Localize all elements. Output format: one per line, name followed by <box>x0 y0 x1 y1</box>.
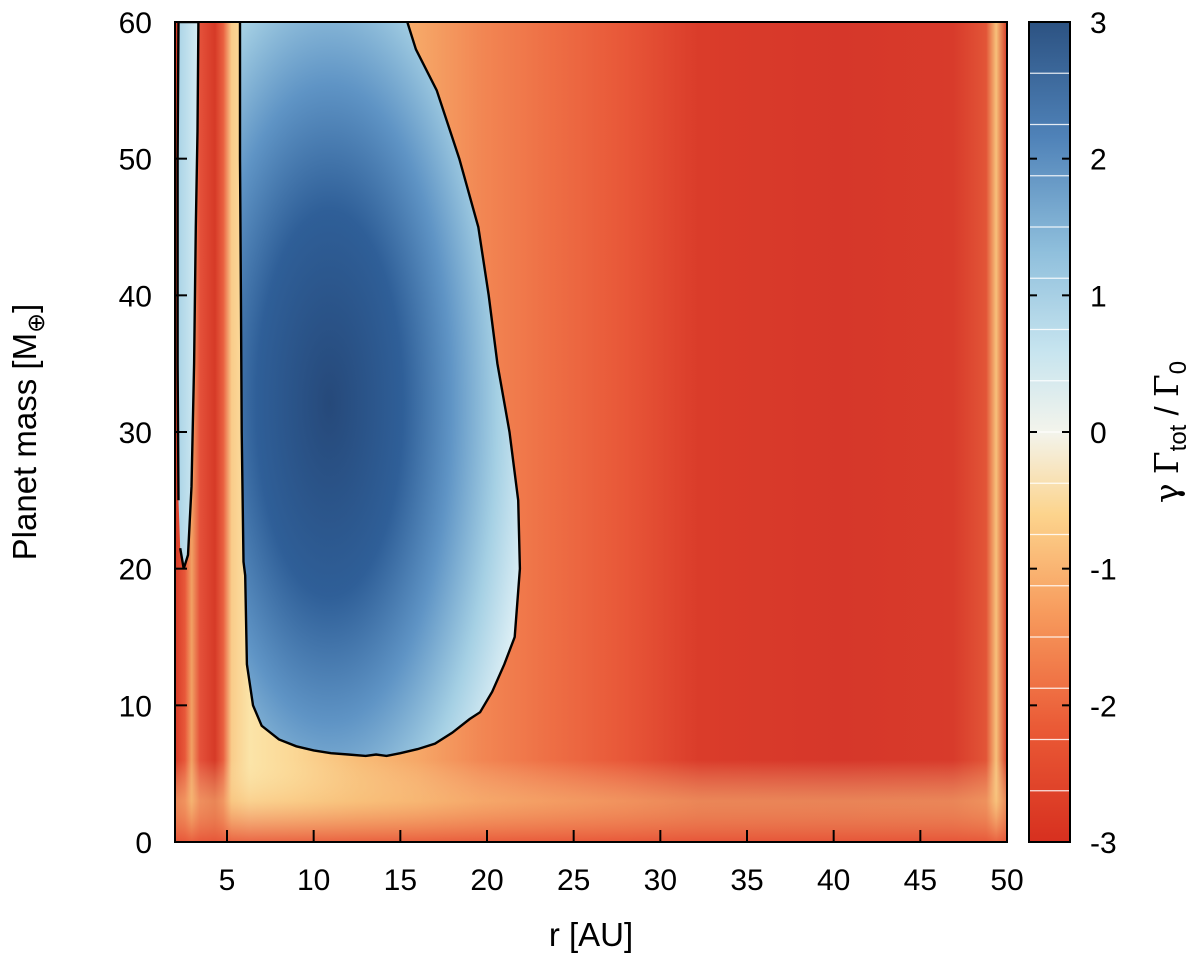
colorbar-tick-label: 3 <box>1090 7 1107 40</box>
colorbar-level-lines <box>1029 72 1070 792</box>
low-mass-band <box>175 760 1007 842</box>
x-tick-label: 5 <box>219 864 236 897</box>
x-tick-label: 15 <box>384 864 417 897</box>
colorbar-tick-label: -3 <box>1090 827 1117 860</box>
colorbar: -3 -2 -1 0 1 2 3 <box>1028 7 1117 860</box>
y-tick-label: 0 <box>135 827 152 860</box>
colorbar-tick-label: 2 <box>1090 144 1107 177</box>
x-tick-label: 40 <box>817 864 850 897</box>
colorbar-ticks: -3 -2 -1 0 1 2 3 <box>1029 7 1117 860</box>
y-axis: 0 10 20 30 40 50 60 <box>119 7 187 860</box>
y-tick-label: 30 <box>119 417 152 450</box>
colorbar-tick-label: 0 <box>1090 417 1107 450</box>
x-tick-label: 20 <box>470 864 503 897</box>
main-zero-torque-contour <box>238 22 522 758</box>
x-tick-label: 45 <box>904 864 937 897</box>
colorbar-tick-label: -2 <box>1090 690 1117 723</box>
colorbar-tick-label: -1 <box>1090 554 1117 587</box>
x-tick-label: 10 <box>297 864 330 897</box>
y-tick-label: 60 <box>119 7 152 40</box>
x-tick-label: 50 <box>990 864 1023 897</box>
colorbar-label: γ Γtot / Γ0 <box>1147 361 1192 503</box>
x-axis: 5 10 15 20 25 30 35 40 45 50 <box>219 830 1024 897</box>
x-tick-label: 35 <box>730 864 763 897</box>
plot-area <box>174 21 1008 843</box>
y-axis-label: Planet mass [M⊕] <box>6 304 50 561</box>
x-tick-label: 25 <box>557 864 590 897</box>
colorbar-tick-label: 1 <box>1090 280 1107 313</box>
y-tick-label: 20 <box>119 554 152 587</box>
x-tick-label: 30 <box>644 864 677 897</box>
y-tick-label: 40 <box>119 280 152 313</box>
inner-zero-torque-contour <box>176 22 200 570</box>
y-tick-label: 50 <box>119 144 152 177</box>
main-region-fill <box>240 22 520 756</box>
x-axis-label: r [AU] <box>549 916 633 953</box>
y-tick-label: 10 <box>119 690 152 723</box>
